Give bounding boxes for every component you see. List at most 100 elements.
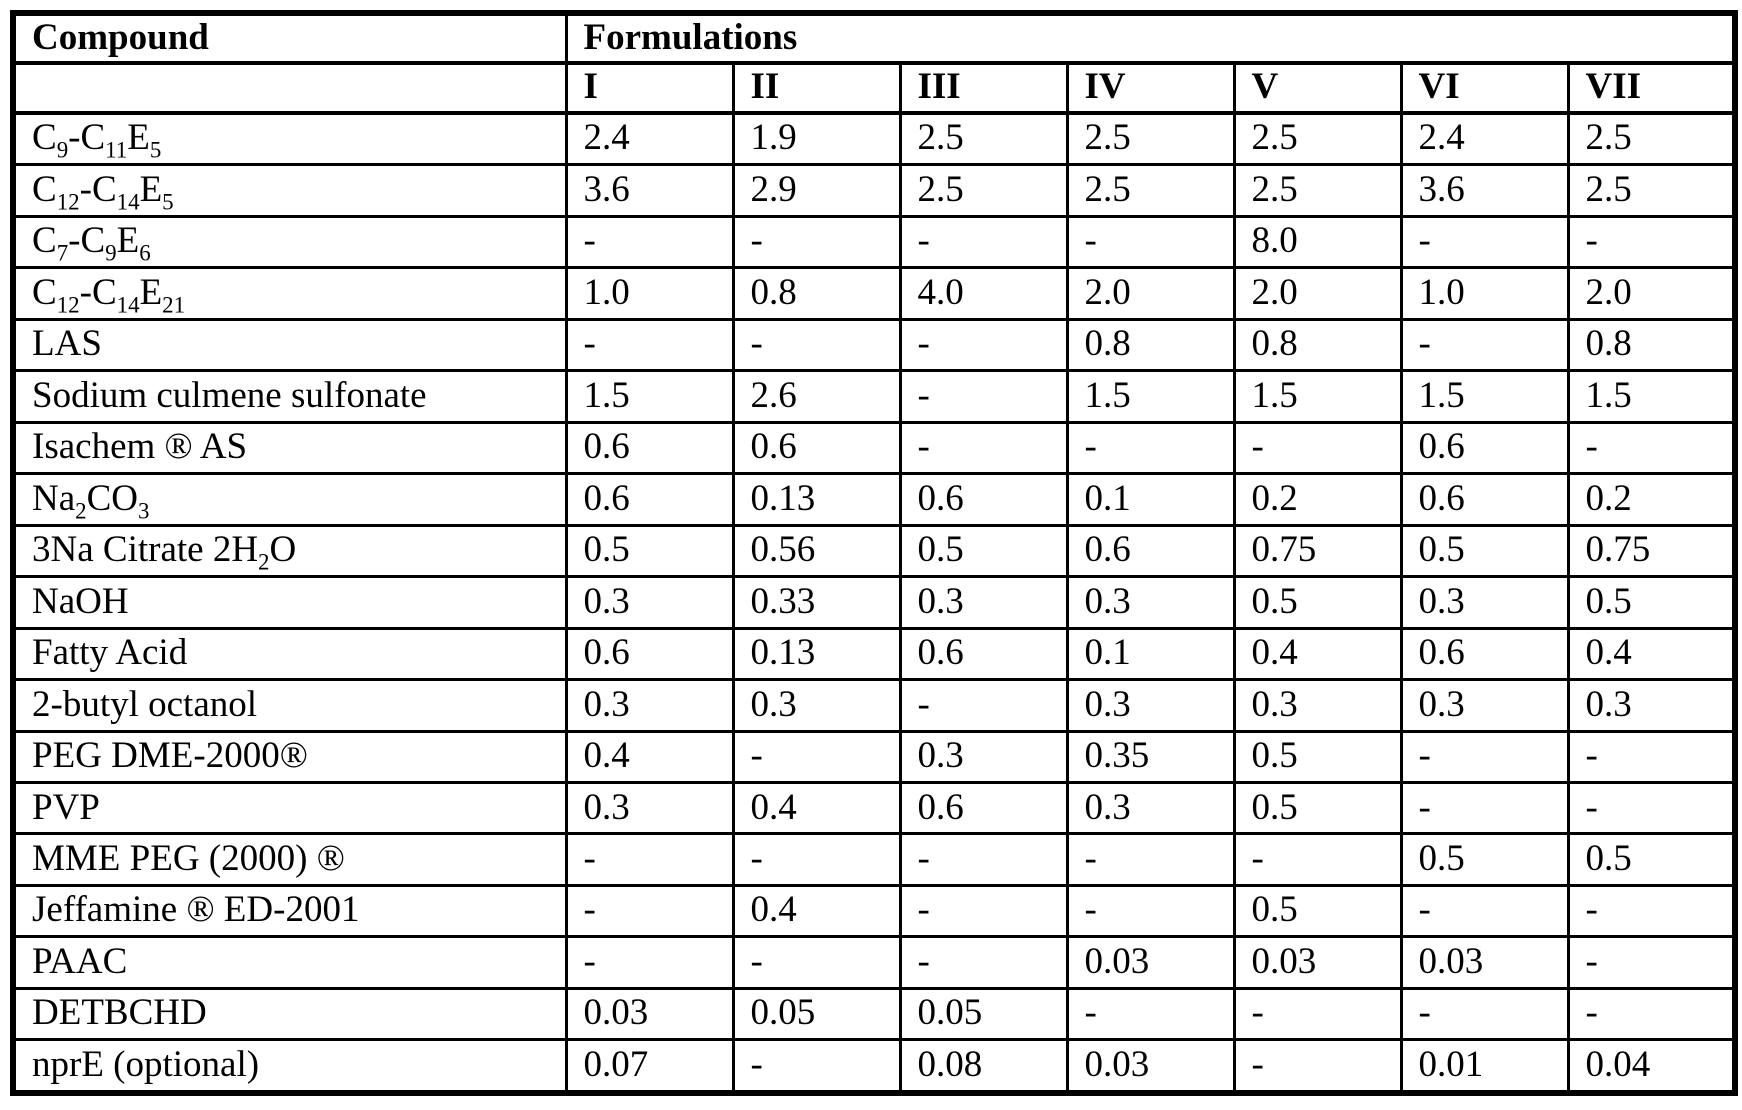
- value-cell-V: 1.5: [1232, 369, 1403, 424]
- value-cell-VII: 2.5: [1566, 163, 1737, 218]
- value-cell-III: 0.6: [898, 472, 1069, 527]
- value-cell-IV: 0.6: [1065, 523, 1236, 579]
- value-cell-VI: -: [1399, 729, 1570, 785]
- value-cell-V: 2.0: [1232, 266, 1403, 321]
- value-cell-I: 0.6: [564, 420, 735, 476]
- value-cell-I: 0.3: [564, 678, 735, 733]
- column-header-III: III: [898, 61, 1069, 115]
- value-cell-V: 0.8: [1232, 317, 1403, 373]
- value-cell-I: -: [564, 935, 735, 990]
- value-cell-IV: 2.5: [1065, 111, 1236, 167]
- value-cell-II: -: [731, 1038, 902, 1095]
- value-cell-VII: -: [1566, 883, 1737, 939]
- value-cell-I: 0.3: [564, 575, 735, 630]
- value-cell-IV: -: [1065, 420, 1236, 476]
- value-cell-IV: -: [1065, 986, 1236, 1042]
- value-cell-II: 0.33: [731, 575, 902, 630]
- value-cell-II: 0.3: [731, 678, 902, 733]
- value-cell-VI: 1.0: [1399, 266, 1570, 321]
- compound-name-cell: PVP: [11, 780, 568, 836]
- value-cell-V: 0.5: [1232, 729, 1403, 785]
- value-cell-VI: -: [1399, 317, 1570, 373]
- value-cell-IV: -: [1065, 214, 1236, 270]
- table-body: C9-C11E5 2.4 1.9 2.5 2.5 2.5 2.4 2.5 C12-C14E5 3.…: [11, 111, 1737, 1095]
- value-cell-VII: 0.04: [1566, 1038, 1737, 1095]
- value-cell-VI: 0.5: [1399, 832, 1570, 887]
- value-cell-VII: -: [1566, 986, 1737, 1042]
- table-row: C12-C14E5 3.6 2.9 2.5 2.5 2.5 3.6 2.5: [11, 163, 1737, 218]
- value-cell-VI: -: [1399, 780, 1570, 836]
- table-row: DETBCHD 0.03 0.05 0.05- - - -: [11, 986, 1737, 1042]
- table-row: LAS - - -0.8 0.8-0.8: [11, 317, 1737, 373]
- value-cell-II: 0.13: [731, 472, 902, 527]
- empty-header-cell: [11, 61, 568, 115]
- value-cell-VI: 0.6: [1399, 472, 1570, 527]
- compound-name-cell: PEG DME-2000®: [11, 729, 568, 785]
- value-cell-V: 0.2: [1232, 472, 1403, 527]
- value-cell-III: -: [898, 935, 1069, 990]
- value-cell-II: 0.8: [731, 266, 902, 321]
- value-cell-V: 0.03: [1232, 935, 1403, 990]
- column-header-I: I: [564, 61, 735, 115]
- value-cell-II: 0.6: [731, 420, 902, 476]
- value-cell-IV: 0.1: [1065, 472, 1236, 527]
- value-cell-VII: -: [1566, 780, 1737, 836]
- compound-name-cell: C12-C14E5: [11, 163, 568, 218]
- value-cell-VII: 0.5: [1566, 832, 1737, 887]
- column-header-II: II: [731, 61, 902, 115]
- value-cell-III: -: [898, 214, 1069, 270]
- value-cell-II: -: [731, 935, 902, 990]
- table-row: Fatty Acid 0.6 0.13 0.6 0.1 0.4 0.6 0.4: [11, 626, 1737, 682]
- value-cell-III: -: [898, 678, 1069, 733]
- value-cell-III: 0.5: [898, 523, 1069, 579]
- value-cell-III: -: [898, 317, 1069, 373]
- value-cell-VII: 0.75: [1566, 523, 1737, 579]
- value-cell-I: 0.07: [564, 1038, 735, 1095]
- value-cell-I: -: [564, 317, 735, 373]
- value-cell-III: 0.6: [898, 780, 1069, 836]
- value-cell-VI: -: [1399, 883, 1570, 939]
- value-cell-VII: 1.5: [1566, 369, 1737, 424]
- value-cell-V: 8.0: [1232, 214, 1403, 270]
- value-cell-II: 1.9: [731, 111, 902, 167]
- value-cell-VII: 0.3: [1566, 678, 1737, 733]
- value-cell-V: -: [1232, 832, 1403, 887]
- value-cell-V: 2.5: [1232, 163, 1403, 218]
- value-cell-V: -: [1232, 1038, 1403, 1095]
- value-cell-VII: 0.4: [1566, 626, 1737, 682]
- value-cell-IV: 0.03: [1065, 935, 1236, 990]
- table-row: Jeffamine ® ED-2001-0.4- -0.5- -: [11, 883, 1737, 939]
- column-header-VI: VI: [1399, 61, 1570, 115]
- value-cell-III: 0.05: [898, 986, 1069, 1042]
- value-cell-III: -: [898, 883, 1069, 939]
- value-cell-III: -: [898, 369, 1069, 424]
- value-cell-I: 0.03: [564, 986, 735, 1042]
- value-cell-I: -: [564, 883, 735, 939]
- table-row: PEG DME-2000® 0.4-0.3 0.35 0.5- -: [11, 729, 1737, 785]
- value-cell-IV: 0.03: [1065, 1038, 1236, 1095]
- value-cell-IV: 0.3: [1065, 780, 1236, 836]
- compound-name-cell: Jeffamine ® ED-2001: [11, 883, 568, 939]
- value-cell-VI: 0.6: [1399, 626, 1570, 682]
- value-cell-IV: 2.5: [1065, 163, 1236, 218]
- value-cell-I: 3.6: [564, 163, 735, 218]
- value-cell-VI: 0.03: [1399, 935, 1570, 990]
- value-cell-I: 0.4: [564, 729, 735, 785]
- value-cell-VI: 0.3: [1399, 575, 1570, 630]
- table-row: 2-butyl octanol 0.3 0.3-0.3 0.3 0.3 0.3: [11, 678, 1737, 733]
- value-cell-IV: 0.3: [1065, 575, 1236, 630]
- value-cell-III: 4.0: [898, 266, 1069, 321]
- value-cell-VII: -: [1566, 935, 1737, 990]
- table-row: 3Na Citrate 2H2O 0.5 0.56 0.5 0.6 0.75 0.5 0.75: [11, 523, 1737, 579]
- value-cell-V: 0.5: [1232, 780, 1403, 836]
- value-cell-VI: 3.6: [1399, 163, 1570, 218]
- value-cell-VI: 1.5: [1399, 369, 1570, 424]
- value-cell-I: 0.3: [564, 780, 735, 836]
- value-cell-IV: 0.8: [1065, 317, 1236, 373]
- value-cell-V: 2.5: [1232, 111, 1403, 167]
- value-cell-IV: 0.35: [1065, 729, 1236, 785]
- value-cell-V: -: [1232, 986, 1403, 1042]
- value-cell-VII: 0.2: [1566, 472, 1737, 527]
- value-cell-VII: -: [1566, 729, 1737, 785]
